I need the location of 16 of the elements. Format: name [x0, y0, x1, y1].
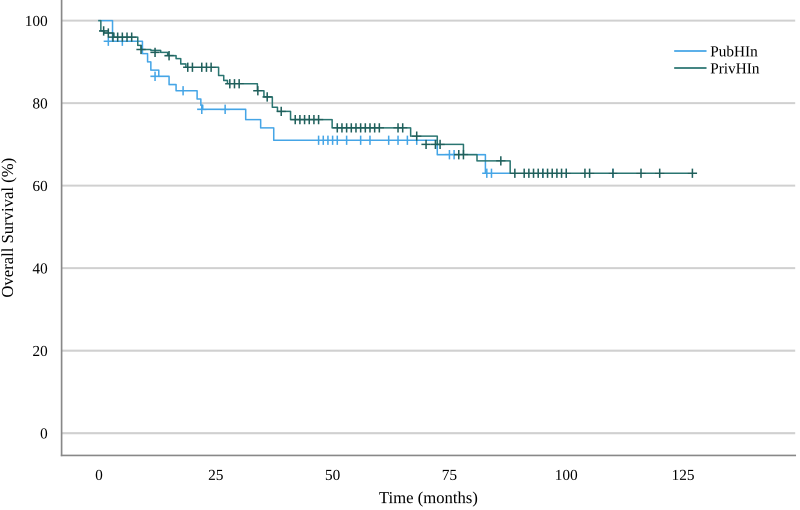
x-axis-title: Time (months)	[379, 492, 478, 507]
x-tick-label: 50	[326, 470, 340, 480]
y-tick-label: 40	[32, 263, 48, 274]
y-axis-title: Overall Survival (%)	[1, 158, 16, 297]
x-tick-label: 75	[442, 470, 456, 480]
x-tick-label: 25	[208, 470, 223, 480]
y-tick-label: 60	[33, 180, 48, 192]
y-tick-label: 0	[40, 428, 48, 439]
y-tick-label: 20	[33, 346, 48, 356]
legend-label: PrivHIn	[710, 63, 760, 74]
y-tick-label: 100	[26, 16, 48, 26]
legend-label: PubHIn	[710, 46, 758, 56]
y-tick-label: 80	[33, 98, 48, 109]
x-tick-label: 125	[672, 470, 694, 480]
x-tick-label: 100	[556, 470, 578, 480]
x-tick-label: 0	[96, 470, 102, 480]
